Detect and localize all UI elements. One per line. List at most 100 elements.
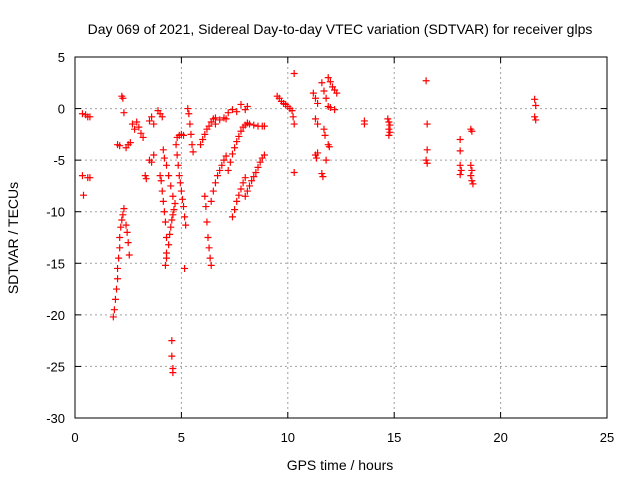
- data-point-plus-marker: [467, 172, 475, 180]
- data-point-plus-marker: [161, 218, 169, 226]
- data-point-plus-marker: [150, 151, 158, 159]
- data-point-plus-marker: [172, 141, 180, 149]
- series-arc-20: [228, 174, 249, 221]
- data-point-plus-marker: [290, 169, 298, 177]
- data-point-plus-marker: [124, 239, 132, 247]
- data-point-plus-marker: [456, 136, 464, 144]
- data-point-plus-marker: [139, 133, 147, 141]
- data-point-plus-marker: [333, 89, 341, 97]
- data-point-plus-marker: [260, 151, 268, 159]
- data-point-plus-marker: [456, 171, 464, 179]
- data-point-plus-marker: [122, 221, 130, 229]
- y-tick-label: 5: [58, 50, 65, 65]
- data-point-plus-marker: [385, 131, 393, 139]
- data-point-plus-marker: [159, 146, 167, 154]
- data-point-plus-marker: [201, 130, 209, 138]
- data-point-plus-marker: [241, 192, 249, 200]
- data-point-plus-marker: [126, 139, 134, 147]
- y-tick-label: 0: [58, 102, 65, 117]
- data-point-plus-marker: [78, 172, 86, 180]
- data-point-plus-marker: [86, 113, 94, 121]
- data-point-plus-marker: [231, 144, 239, 152]
- data-point-plus-marker: [237, 185, 245, 193]
- y-tick-label: -25: [46, 359, 65, 374]
- data-point-plus-marker: [184, 105, 192, 113]
- series-arc-26: [318, 79, 330, 181]
- y-tick-label: -15: [46, 256, 65, 271]
- data-point-plus-marker: [250, 173, 258, 181]
- data-point-plus-marker: [288, 107, 296, 115]
- data-point-plus-marker: [114, 275, 122, 283]
- data-points: [78, 70, 540, 377]
- data-point-plus-marker: [256, 158, 264, 166]
- data-point-plus-marker: [185, 110, 193, 118]
- series-arc-03: [109, 211, 127, 321]
- data-point-plus-marker: [156, 172, 164, 180]
- data-point-plus-marker: [167, 182, 175, 190]
- data-point-plus-marker: [206, 254, 214, 262]
- x-tick-label: 20: [493, 430, 507, 445]
- data-point-plus-marker: [456, 161, 464, 169]
- data-point-plus-marker: [260, 122, 268, 130]
- plot-area-frame: [74, 56, 608, 419]
- data-point-plus-marker: [321, 131, 329, 139]
- y-tick-label: -10: [46, 205, 65, 220]
- data-point-plus-marker: [159, 197, 167, 205]
- data-point-plus-marker: [123, 228, 131, 236]
- data-point-plus-marker: [423, 159, 431, 167]
- data-point-plus-marker: [360, 120, 368, 128]
- data-point-plus-marker: [117, 223, 125, 231]
- x-axis-label: GPS time / hours: [287, 457, 394, 473]
- data-point-plus-marker: [175, 172, 183, 180]
- data-point-plus-marker: [141, 172, 149, 180]
- series-arc-18: [211, 100, 251, 128]
- data-point-plus-marker: [319, 173, 327, 181]
- data-point-plus-marker: [226, 158, 234, 166]
- data-point-plus-marker: [386, 121, 394, 129]
- series-arc-25: [309, 89, 322, 162]
- data-point-plus-marker: [224, 109, 232, 117]
- data-point-plus-marker: [203, 218, 211, 226]
- data-point-plus-marker: [125, 251, 133, 259]
- data-point-plus-marker: [245, 182, 253, 190]
- data-point-plus-marker: [214, 172, 222, 180]
- data-point-plus-marker: [314, 120, 322, 128]
- series-arc-29: [360, 117, 368, 128]
- data-point-plus-marker: [322, 94, 330, 102]
- data-point-plus-marker: [222, 115, 230, 123]
- data-point-plus-marker: [314, 149, 322, 157]
- data-point-plus-marker: [181, 213, 189, 221]
- data-point-plus-marker: [324, 74, 332, 82]
- data-point-plus-marker: [167, 223, 175, 231]
- y-tick-label: -30: [46, 411, 65, 426]
- data-point-plus-marker: [211, 114, 219, 122]
- data-point-plus-marker: [457, 166, 465, 174]
- data-point-plus-marker: [133, 118, 141, 126]
- y-tick-label: -5: [53, 153, 65, 168]
- data-point-plus-marker: [142, 175, 150, 183]
- series-arc-12: [172, 141, 190, 229]
- data-point-plus-marker: [157, 177, 165, 185]
- data-point-plus-marker: [326, 104, 334, 112]
- data-point-plus-marker: [216, 116, 224, 124]
- data-point-plus-marker: [128, 120, 136, 128]
- data-point-plus-marker: [220, 156, 228, 164]
- series-arc-22: [245, 120, 268, 130]
- grid-lines: [75, 57, 607, 418]
- series-arc-04: [120, 205, 133, 259]
- data-point-plus-marker: [150, 120, 158, 128]
- data-point-plus-marker: [309, 89, 317, 97]
- data-point-plus-marker: [178, 195, 186, 203]
- series-arc-23: [273, 92, 298, 128]
- data-point-plus-marker: [216, 166, 224, 174]
- data-point-plus-marker: [201, 192, 209, 200]
- data-point-plus-marker: [173, 151, 181, 159]
- series-arc-34: [531, 95, 540, 124]
- data-point-plus-marker: [423, 120, 431, 128]
- data-point-plus-marker: [174, 161, 182, 169]
- data-point-plus-marker: [467, 161, 475, 169]
- data-point-plus-marker: [248, 177, 256, 185]
- data-point-plus-marker: [180, 131, 188, 139]
- data-point-plus-marker: [169, 192, 177, 200]
- data-point-plus-marker: [176, 179, 184, 187]
